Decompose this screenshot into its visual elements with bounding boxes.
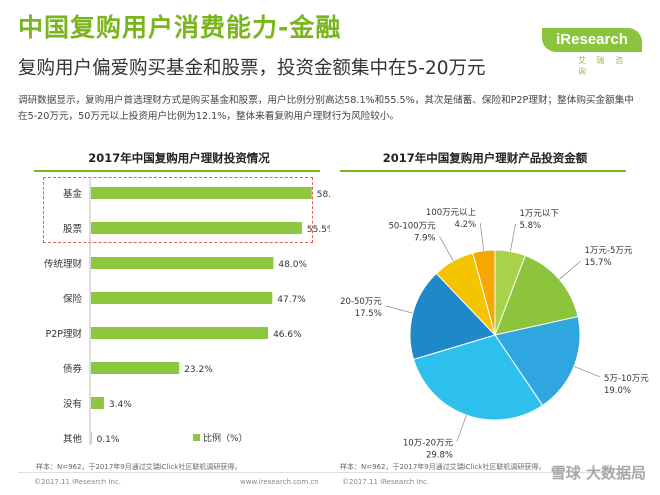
pie-value-label: 19.0% <box>604 386 631 396</box>
pie-value-label: 4.2% <box>455 220 477 230</box>
pie-category-label: 20-50万元 <box>340 297 382 307</box>
pie-slice <box>409 272 496 361</box>
bar-value-label: 0.1% <box>97 435 120 445</box>
pie-category-label: 100万元以上 <box>426 208 477 218</box>
iresearch-logo: iResearch 艾 瑞 咨 询 <box>542 18 642 76</box>
pie-category-label: 1万元以下 <box>519 209 559 219</box>
page-title: 中国复购用户消费能力-金融 <box>18 13 342 42</box>
pie-category-label: 50-100万元 <box>388 222 436 232</box>
pie-chart-title: 2017年中国复购用户理财产品投资金额 <box>382 151 588 165</box>
bar <box>91 397 104 409</box>
pie-leader-line <box>510 223 516 252</box>
pie-chart: 1万元以下 5.8% 1万元-5万元 15.7% 5万-10万元 19.0% 10万-20万… <box>340 208 649 460</box>
bar <box>91 187 312 199</box>
bar-category-label: 股票 <box>63 224 83 235</box>
logo-text: iResearch <box>542 28 642 52</box>
pie-value-label: 29.8% <box>426 450 453 460</box>
bar-value-label: 46.6% <box>273 330 302 340</box>
bar-value-label: 58.1% <box>317 190 330 200</box>
left-title-rule <box>34 170 320 172</box>
legend-swatch <box>193 434 200 441</box>
pie-leader-line <box>573 366 601 378</box>
bar-category-label: P2P理财 <box>45 328 82 340</box>
bar-category-label: 保险 <box>63 293 83 305</box>
pie-leader-line <box>439 236 454 262</box>
pie-slice <box>494 315 581 407</box>
bar-chart-title: 2017年中国复购用户理财投资情况 <box>88 151 270 165</box>
bar <box>91 362 180 374</box>
bar <box>91 292 273 304</box>
right-title-rule <box>340 170 626 172</box>
pie-leader-line <box>385 305 413 314</box>
footer-note-left: 样本：N=962，于2017年9月通过艾瑞iClick社区联机调研获得。 <box>36 463 242 471</box>
bar-value-label: 47.7% <box>277 295 306 305</box>
pie-category-label: 10万-20万元 <box>403 438 454 448</box>
pie-value-label: 5.8% <box>519 221 541 231</box>
bar-category-label: 没有 <box>63 398 82 410</box>
pie-leader-line <box>559 260 581 280</box>
bar-category-label: 基金 <box>63 188 83 200</box>
watermark: 雪球 大数据局 <box>550 464 646 482</box>
pie-slice <box>472 249 496 336</box>
bar <box>91 222 302 234</box>
pie-value-label: 15.7% <box>585 258 612 268</box>
bar-category-label: 传统理财 <box>44 258 83 270</box>
copyright-right: ©2017.11 iResearch Inc. <box>342 478 430 486</box>
pie-category-label: 5万-10万元 <box>604 374 649 384</box>
page-subtitle: 复购用户偏爱购买基金和股票，投资金额集中在5-20万元 <box>18 58 486 79</box>
bar-value-label: 48.0% <box>278 260 307 270</box>
bar-category-label: 其他 <box>63 433 83 445</box>
bar <box>91 432 92 444</box>
bottom-line <box>18 472 642 473</box>
bar-value-label: 23.2% <box>184 365 213 375</box>
description-text: 调研数据显示，复购用户首选理财方式是购买基金和股票，用户比例分别高达58.1%和… <box>18 95 634 122</box>
pie-value-label: 17.5% <box>355 309 382 319</box>
logo-sub: 艾 瑞 咨 询 <box>578 56 628 76</box>
bar-value-label: 3.4% <box>109 400 132 410</box>
footer-note-right: 样本：N=962，于2017年9月通过艾瑞iClick社区联机调研获得。 <box>340 463 546 471</box>
pie-value-label: 7.9% <box>414 234 436 244</box>
highlight-box <box>43 177 313 243</box>
website-left: www.iresearch.com.cn <box>240 478 319 486</box>
bar-category-label: 债券 <box>63 363 83 375</box>
pie-leader-line <box>456 414 467 442</box>
pie-slice <box>412 334 544 421</box>
bar-chart: 基金 58.1% 股票 55.5% 传统理财 48.0% 保险 47.7% P2P理财 46.6%… <box>44 177 330 445</box>
copyright-left: ©2017.11 iResearch Inc. <box>34 478 122 486</box>
legend-label: 比例（%） <box>203 432 248 444</box>
bar-value-label: 55.5% <box>307 225 330 235</box>
bar <box>91 327 269 339</box>
bar <box>91 257 274 269</box>
pie-category-label: 1万元-5万元 <box>585 246 633 256</box>
pie-leader-line <box>479 222 485 251</box>
pie-slice <box>494 254 579 336</box>
